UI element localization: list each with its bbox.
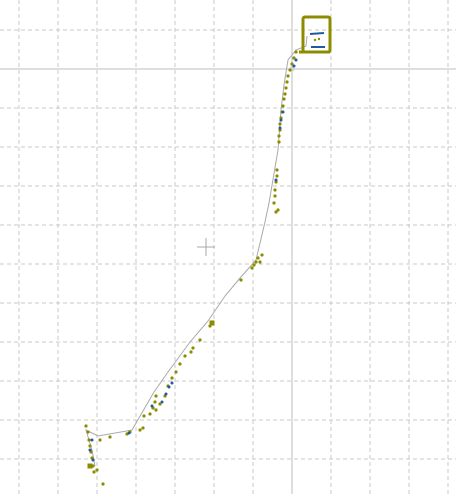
track-point [84,424,88,428]
track-point [294,58,298,62]
track-point [279,118,283,122]
track-point [88,448,92,452]
track-point [275,174,279,178]
track-point [150,404,154,408]
track-point [153,400,157,404]
track-point [87,438,91,442]
track-point [281,104,285,108]
track-point [191,346,195,350]
track-point [277,134,281,138]
track-point [98,438,102,442]
track-point [292,56,296,60]
track-point [286,74,290,78]
track-point [274,178,278,182]
track-points [84,50,298,486]
track-point [252,263,256,267]
track-point [278,126,282,130]
track-point [275,168,279,172]
track-point [288,68,292,72]
track-point [254,260,258,264]
track-point [142,414,146,418]
track-point [92,470,96,474]
track-point [174,370,178,374]
track-point [274,210,278,214]
track-point [239,278,243,282]
track-point [141,426,145,430]
track-point [256,256,260,260]
track-point [178,362,182,366]
track-point [167,385,171,389]
track-point [154,394,158,398]
track-point [276,208,280,212]
track-point [154,408,158,412]
track-point [285,80,289,84]
crosshair-icon [197,238,215,256]
track-point [189,350,193,354]
track-point [278,122,282,126]
track-point [250,266,254,270]
track-point [164,392,168,396]
track-point [127,431,131,435]
track-point [108,435,112,439]
track-point [281,110,285,114]
track-point [90,438,94,442]
track-point [95,468,99,472]
track-point [86,430,90,434]
track-point [258,260,262,264]
track-waypoint [209,320,215,326]
track-point [273,188,277,192]
track-point [277,140,281,144]
track-point [101,482,105,486]
track-cluster-box [299,15,332,54]
track-point [160,400,164,404]
track-point [260,253,264,257]
track-point [158,402,162,406]
track-point [272,201,276,205]
track-point [282,97,286,101]
track-point [290,62,294,66]
track-point [148,412,152,416]
track-line [85,35,308,467]
track-point [292,64,296,68]
track-point [283,92,287,96]
track-point [294,50,298,54]
track-point [198,338,202,342]
track-point [170,381,174,385]
track-point [284,86,288,90]
track-point [91,458,95,462]
track-waypoint [87,463,93,469]
track-point [138,428,142,432]
track-point [183,354,187,358]
track-point [170,376,174,380]
track-point [273,194,277,198]
track-point [88,444,92,448]
